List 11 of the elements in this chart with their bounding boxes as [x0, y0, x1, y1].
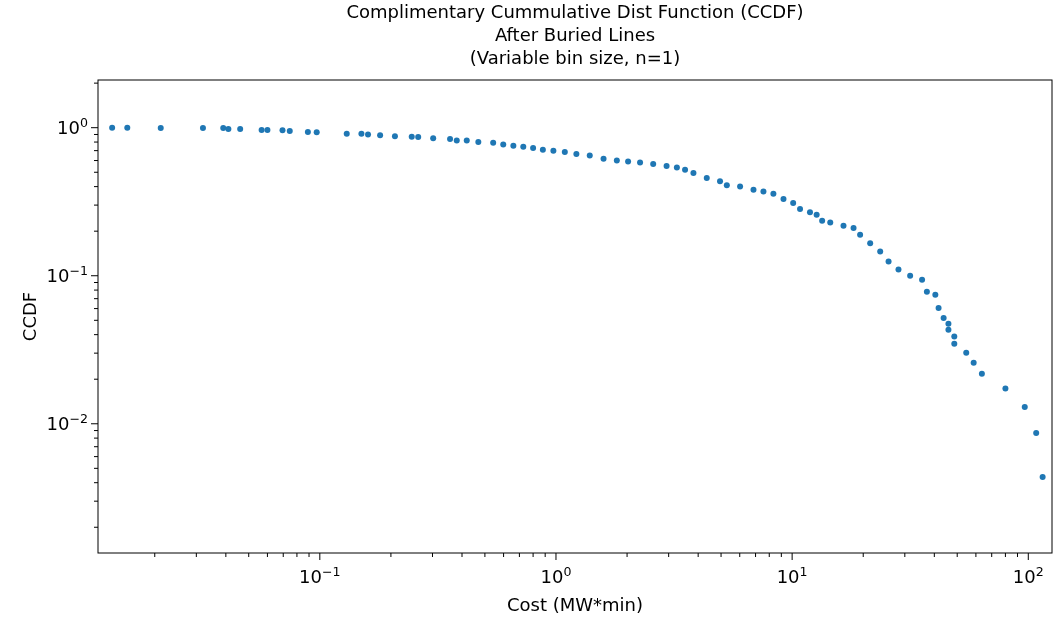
chart-title: Complimentary Cummulative Dist Function (CCDF) [346, 1, 804, 22]
y-axis-title: CCDF [19, 291, 40, 342]
y-tick-label: 10$^{0}$ [57, 114, 88, 138]
x-tick-label: 10$^{2}$ [1012, 563, 1044, 587]
x-tick-label: 10$^{0}$ [540, 563, 572, 587]
x-axis-title: Cost (MW*min) [506, 594, 644, 615]
chart-subtitle: After Buried Lines (Variable bin size, n=1) [469, 24, 681, 68]
x-tick-label: 10$^{1}$ [776, 563, 808, 587]
y-tick-label: 10$^{−2}$ [46, 410, 88, 434]
y-tick-label: 10$^{−1}$ [46, 262, 88, 286]
x-tick-label: 10$^{−1}$ [299, 563, 341, 587]
